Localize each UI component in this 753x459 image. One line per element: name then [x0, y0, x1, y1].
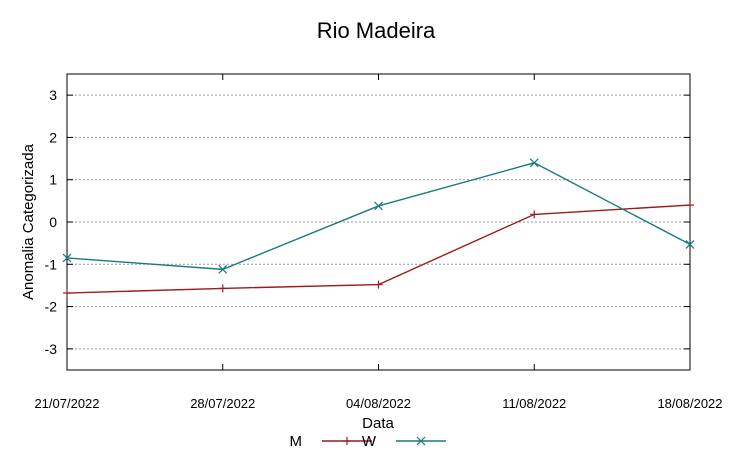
y-tick-label: -3 — [45, 341, 58, 357]
y-axis-label: Anomalia Categorizada — [20, 143, 37, 300]
data-point — [374, 201, 383, 211]
y-tick-label: 3 — [49, 87, 57, 103]
x-tick-label: 28/07/2022 — [190, 396, 255, 411]
y-tick-label: 2 — [49, 129, 57, 145]
legend-label-w: W — [362, 433, 377, 450]
series-w — [62, 158, 695, 274]
x-tick-label: 11/08/2022 — [502, 396, 566, 411]
y-tick-label: -1 — [45, 256, 58, 272]
y-tick-label: 0 — [49, 214, 57, 230]
y-axis-ticks: 3 2 1 0 -1 -2 -3 — [45, 87, 690, 357]
series-line-w — [66, 162, 691, 271]
grid-lines — [67, 94, 690, 350]
series-m — [63, 201, 694, 298]
x-axis-ticks: 21/07/2022 28/07/2022 04/08/2022 11/08/2022… — [34, 74, 723, 411]
legend-label-m: M — [290, 433, 303, 450]
data-point — [62, 253, 72, 263]
y-tick-label: 1 — [49, 172, 57, 188]
data-point — [218, 264, 228, 274]
x-axis-label: Data — [362, 415, 394, 432]
data-point — [685, 239, 695, 249]
legend-marker-w — [416, 436, 426, 446]
y-tick-label: -2 — [45, 299, 58, 315]
series-layer — [62, 158, 695, 298]
data-point — [529, 158, 539, 168]
chart-title: Rio Madeira — [317, 18, 436, 43]
x-tick-label: 04/08/2022 — [346, 396, 411, 411]
x-tick-label: 18/08/2022 — [657, 396, 722, 411]
series-line-m — [66, 204, 691, 294]
x-tick-label: 21/07/2022 — [34, 396, 99, 411]
